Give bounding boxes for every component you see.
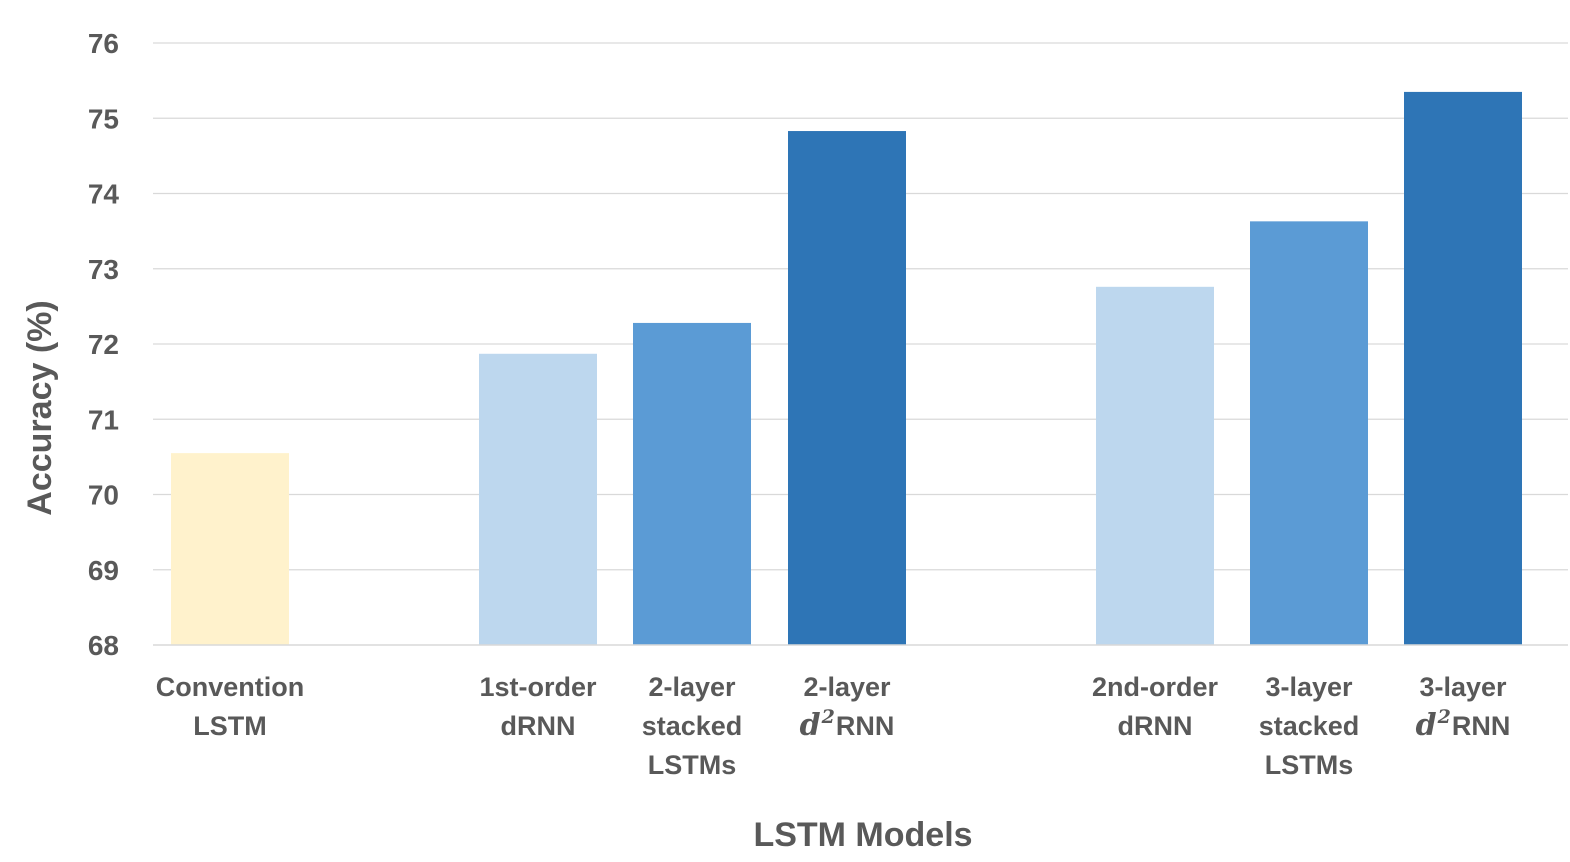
y-axis-ticks: 68 69 70 71 72 73 74 75 76 — [88, 28, 120, 661]
x-category-label: 3-layer — [1419, 672, 1507, 702]
bar — [633, 322, 751, 645]
x-category-label: 2-layer — [803, 672, 891, 702]
y-tick-label: 74 — [88, 179, 120, 210]
x-axis-title: LSTM Models — [753, 816, 972, 854]
label-superscript: 2 — [1437, 706, 1451, 728]
label-superscript: 2 — [821, 706, 835, 728]
bar — [479, 353, 597, 645]
x-category-label: dRNN — [501, 711, 576, 741]
x-category-label: stacked — [642, 711, 743, 741]
y-tick-label: 68 — [88, 630, 119, 661]
y-tick-label: 70 — [88, 480, 119, 511]
bars — [171, 91, 1522, 646]
x-axis-category-labels: ConventionLSTM1st-orderdRNN2-layerstacke… — [156, 672, 1511, 780]
y-axis-title: Accuracy (%) — [21, 300, 59, 515]
x-category-label: 2-layer — [648, 672, 736, 702]
label-math-variable: d — [1416, 708, 1437, 743]
bar — [1404, 91, 1522, 646]
x-category-label: 2nd-order — [1092, 672, 1219, 702]
x-category-label: d2RNN — [800, 706, 895, 743]
bar — [171, 453, 289, 645]
bar — [1096, 286, 1214, 645]
label-text: RNN — [836, 711, 895, 741]
x-category-label: LSTMs — [1265, 750, 1354, 780]
y-tick-label: 71 — [88, 404, 119, 435]
x-category-label: LSTM — [193, 711, 267, 741]
y-tick-label: 75 — [88, 103, 119, 134]
bar — [1250, 221, 1368, 645]
label-text: RNN — [1452, 711, 1511, 741]
label-math-variable: d — [800, 708, 821, 743]
y-tick-label: 69 — [88, 555, 119, 586]
x-category-label: 3-layer — [1265, 672, 1353, 702]
x-category-label: 1st-order — [479, 672, 597, 702]
x-category-label: dRNN — [1118, 711, 1193, 741]
x-category-label: Convention — [156, 672, 305, 702]
bar — [788, 131, 906, 646]
x-category-label: stacked — [1259, 711, 1360, 741]
y-tick-label: 72 — [88, 329, 119, 360]
x-category-label: d2RNN — [1416, 706, 1511, 743]
y-tick-label: 73 — [88, 254, 119, 285]
y-tick-label: 76 — [88, 28, 119, 59]
x-category-label: LSTMs — [648, 750, 737, 780]
